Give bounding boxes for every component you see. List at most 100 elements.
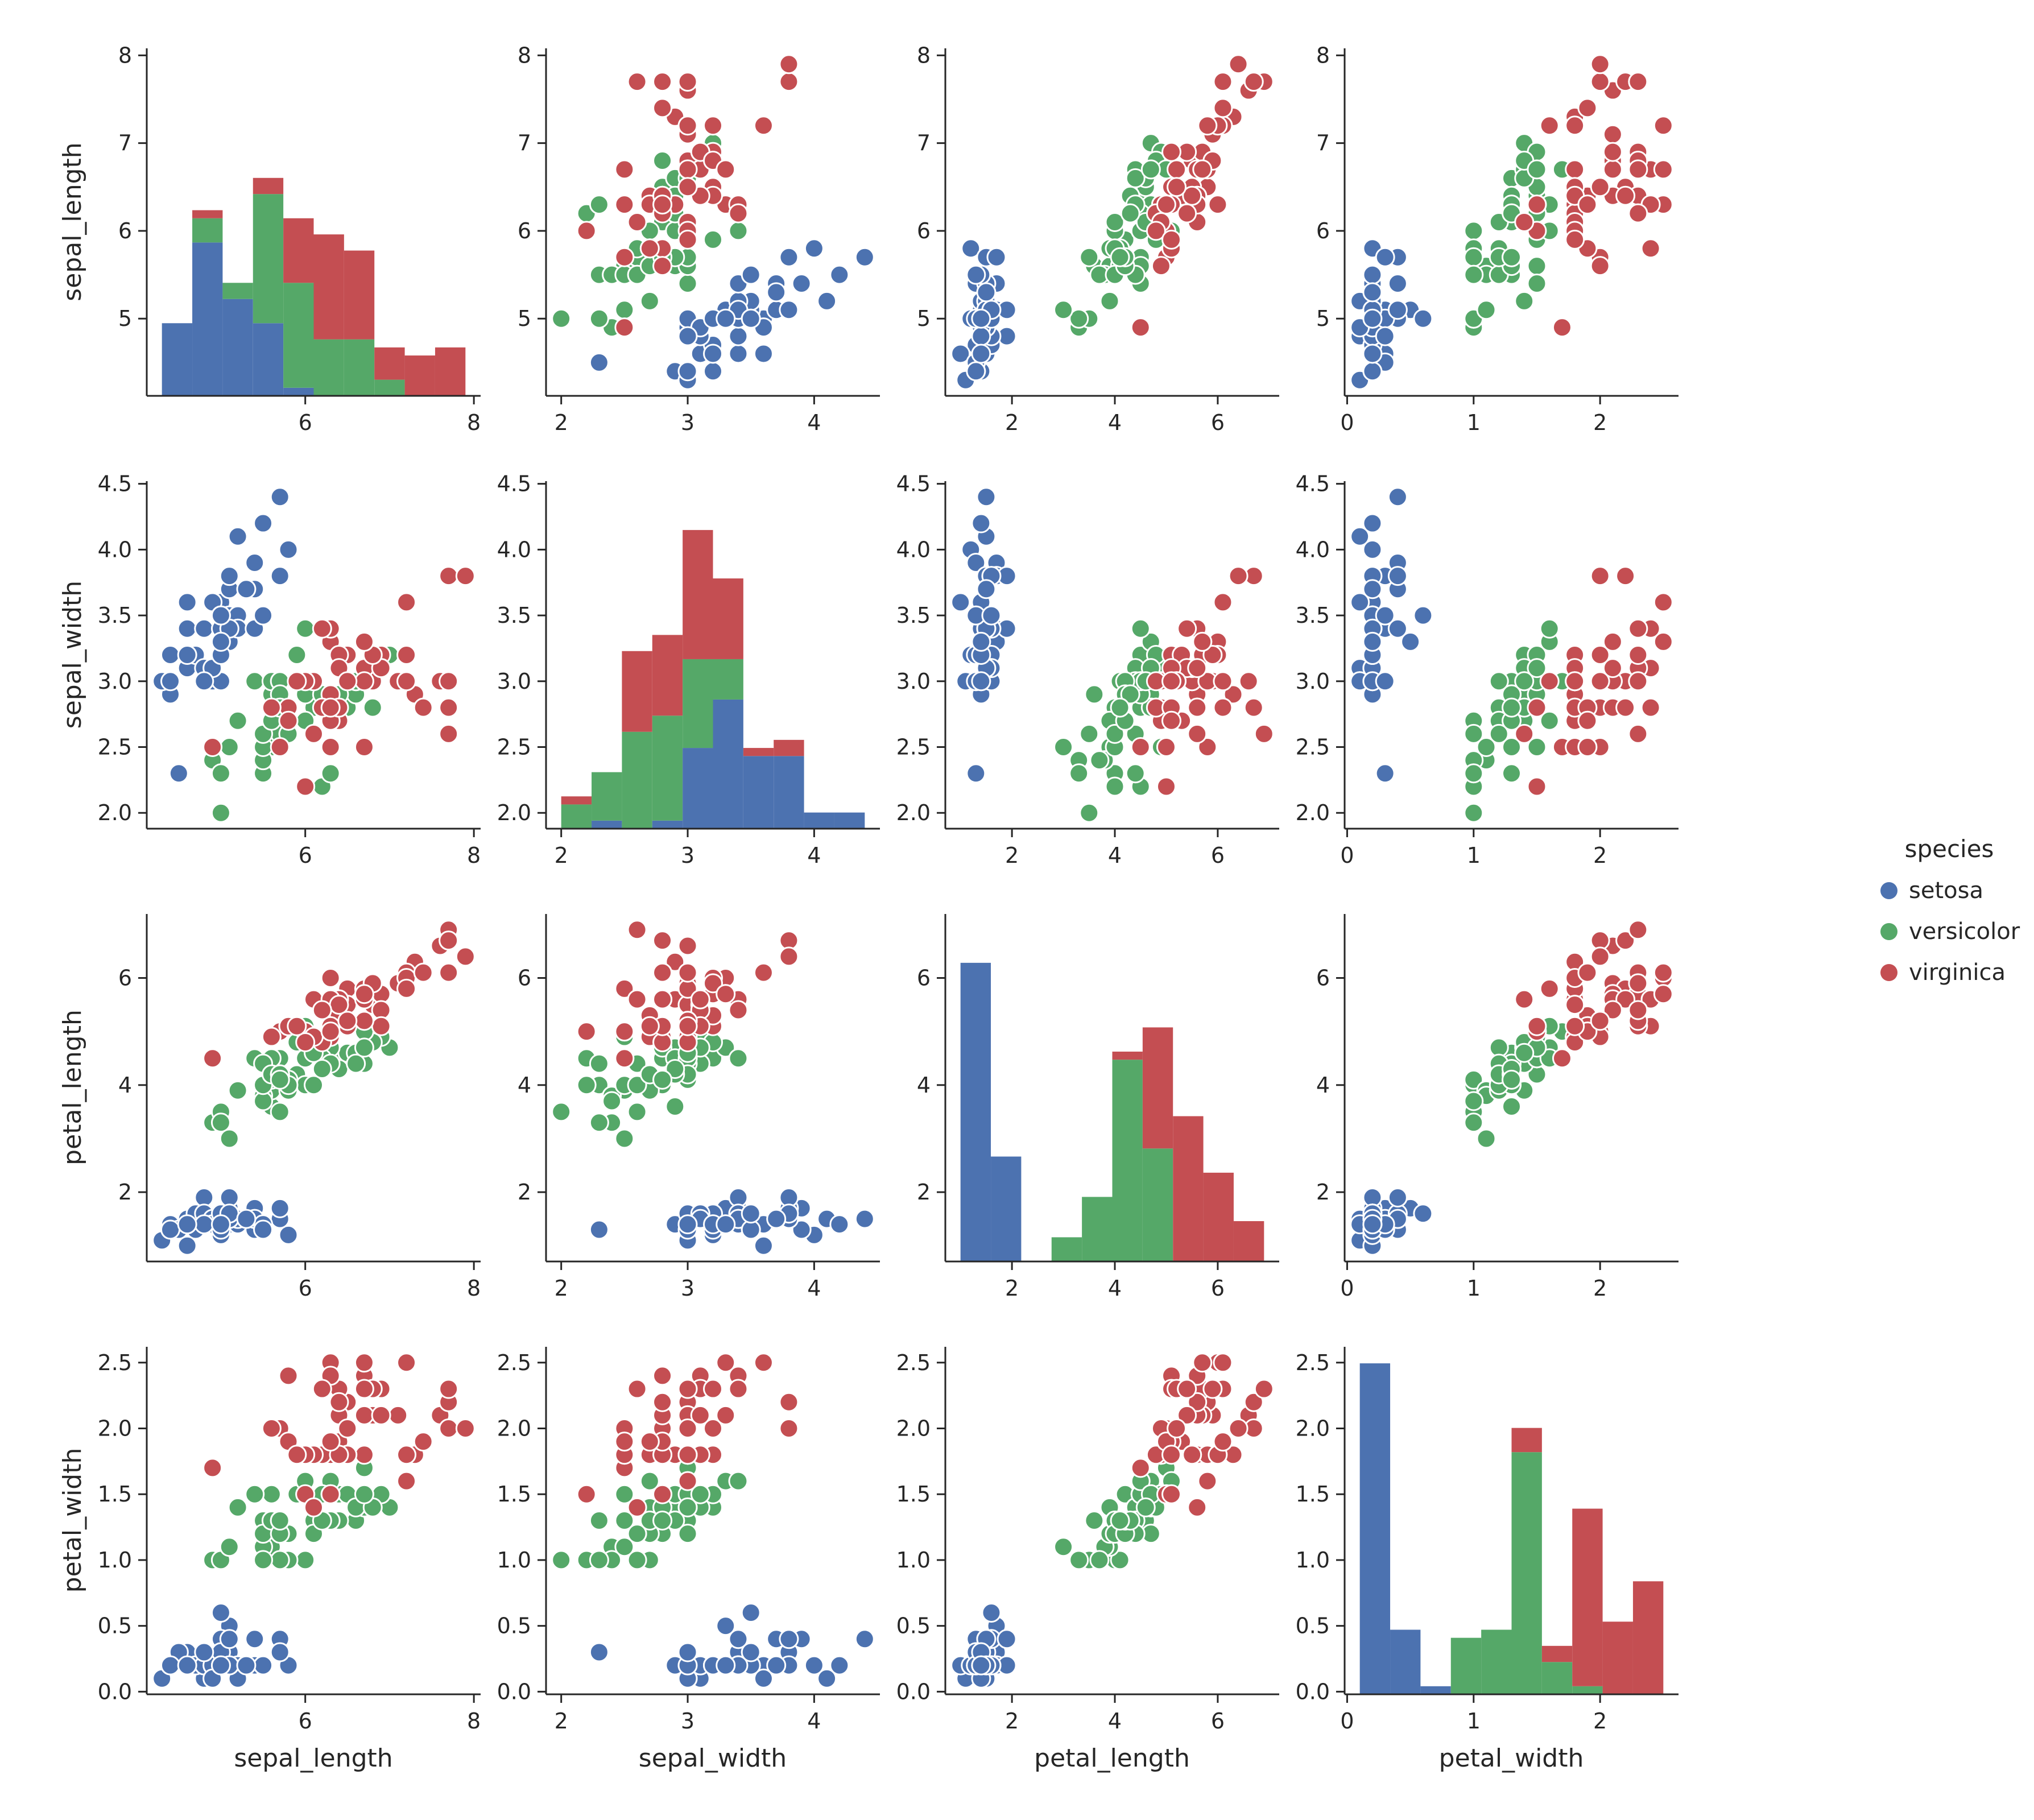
scatter-point [1539, 618, 1560, 639]
scatter-point [652, 1366, 673, 1386]
scatter-point [1197, 1471, 1218, 1491]
y-tick-label: 5 [118, 306, 132, 331]
scatter-point [741, 264, 761, 285]
hist-bar-setosa [253, 323, 284, 396]
hist-bar-setosa [713, 699, 743, 829]
scatter-point [716, 159, 736, 180]
scatter-point [1084, 684, 1105, 705]
scatter-point [177, 1655, 197, 1676]
y-tick-label: 2 [518, 1180, 531, 1205]
scatter-point [1640, 697, 1661, 718]
scatter-point [639, 1432, 660, 1452]
scatter-point [354, 1484, 374, 1504]
scatter-point [1602, 631, 1623, 652]
x-tick-label: 1 [1467, 1709, 1481, 1734]
scatter-point [439, 1379, 459, 1399]
scatter-point [177, 592, 197, 613]
hist-bar-setosa [283, 387, 314, 396]
scatter-point [1577, 195, 1598, 215]
scatter-point [1140, 159, 1161, 180]
hist-bar-virginica [1572, 1508, 1603, 1686]
hist-bar-versicolor [253, 194, 284, 324]
hist-bar-versicolor [683, 659, 713, 748]
scatter-point [627, 989, 647, 1010]
scatter-point [278, 539, 299, 560]
scatter-point [576, 1075, 597, 1095]
x-tick-label: 2 [1005, 410, 1019, 435]
scatter-point [1527, 159, 1547, 180]
scatter-point [320, 1432, 341, 1452]
scatter-point [627, 72, 647, 92]
scatter-point [354, 1352, 374, 1373]
scatter-point [219, 1629, 239, 1649]
y-tick-label: 2.0 [98, 1416, 132, 1441]
y-tick-label: 3.0 [497, 669, 531, 694]
y-tick-label: 8 [1316, 43, 1330, 68]
scatter-point [1192, 159, 1213, 180]
scatter-point [1565, 115, 1585, 136]
scatter-point [1653, 984, 1673, 1004]
scatter-point [1161, 1445, 1182, 1465]
scatter-point [1110, 1550, 1130, 1570]
scatter-point [1375, 763, 1395, 784]
y-tick-label: 3.0 [98, 669, 132, 694]
hist-bar-versicolor [374, 379, 405, 396]
hist-bar-versicolor [283, 283, 314, 388]
y-axis-title-petal-length: petal_length [58, 1010, 87, 1165]
y-tick-label: 7 [917, 131, 931, 156]
y-tick-label: 4.5 [497, 471, 531, 497]
scatter-point [966, 361, 986, 382]
scatter-point [320, 697, 341, 718]
scatter-point [1590, 54, 1610, 75]
legend-label-virginica: virginica [1909, 959, 2006, 986]
scatter-point [320, 968, 341, 988]
y-tick-label: 5 [1316, 306, 1330, 331]
y-tick-label: 6 [1316, 966, 1330, 991]
scatter-point [295, 1032, 316, 1052]
scatter-point [1192, 1352, 1213, 1373]
scatter-point [320, 763, 341, 784]
scatter-point [950, 592, 971, 613]
scatter-point [971, 671, 991, 692]
scatter-point [677, 1214, 698, 1235]
scatter-point [703, 344, 723, 364]
scatter-point [261, 1484, 282, 1504]
scatter-point [804, 238, 824, 259]
scatter-point [976, 487, 997, 507]
scatter-point [413, 1432, 433, 1452]
scatter-point [779, 1418, 799, 1438]
scatter-point [1464, 1069, 1484, 1090]
scatter-point [1565, 229, 1585, 250]
scatter-point [1590, 566, 1610, 586]
scatter-series-virginica [576, 1352, 799, 1517]
subplot-petal_length-vs-petal_width: 0 1 2 2 4 6 [1316, 914, 1679, 1301]
x-tick-label: 1 [1467, 843, 1481, 868]
scatter-point [210, 803, 231, 823]
subplot-sepal_length-vs-petal_width: 0 1 2 5 6 7 8 [1316, 43, 1679, 435]
scatter-point [690, 989, 710, 1010]
scatter-point [1577, 98, 1598, 118]
scatter-point [1527, 195, 1547, 215]
scatter-point [690, 1484, 710, 1504]
scatter-point [652, 72, 673, 92]
scatter-point [614, 195, 635, 215]
scatter-point [210, 631, 231, 652]
scatter-point [1514, 671, 1535, 692]
scatter-point [371, 1016, 391, 1036]
y-tick-label: 6 [1316, 218, 1330, 243]
scatter-point [253, 1219, 274, 1240]
subplot-sepal_width-vs-sepal_width: 2 3 4 2.0 2.5 3.0 3.5 4.0 4.5 [497, 471, 880, 868]
scatter-point [1362, 539, 1383, 560]
scatter-point [614, 1511, 635, 1531]
scatter-point [652, 930, 673, 951]
scatter-point [1653, 115, 1673, 136]
scatter-point [779, 300, 799, 320]
scatter-point [1146, 221, 1166, 241]
scatter-series-virginica [1130, 1352, 1274, 1517]
scatter-point [1350, 526, 1370, 547]
x-tick-label: 8 [467, 1709, 481, 1734]
hist-bar-virginica [1511, 1428, 1542, 1453]
x-axis-title-petal-width: petal_width [1438, 1744, 1584, 1773]
scatter-point [1565, 1016, 1585, 1036]
